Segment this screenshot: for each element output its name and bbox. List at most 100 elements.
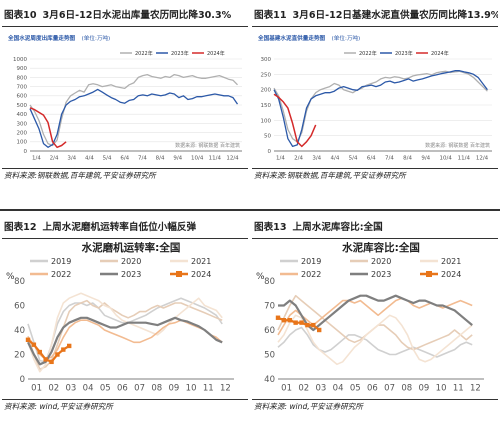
y-tick-label: 50 <box>264 350 275 360</box>
legend-label: 2024 <box>441 270 461 279</box>
panel-header: 图表12 上周水泥磨机运转率自低位小幅反弹 <box>2 218 248 239</box>
x-tick-label: 09 <box>169 384 180 394</box>
x-tick-label: 11/4 <box>209 156 222 162</box>
series-line-2019 <box>27 297 223 363</box>
data-point <box>49 359 54 365</box>
x-tick-label: 09 <box>419 384 430 394</box>
y-tick-label: 50 <box>264 134 271 140</box>
data-point <box>55 352 60 357</box>
source-note: 资料来源: wind,平安证券研究所 <box>252 399 498 414</box>
chart-watermark: 数据来源: 钢联数据 百年建筑 <box>425 142 490 149</box>
panel-title: 上周水泥库容比:全国 <box>292 222 383 233</box>
x-tick-label: 11 <box>203 384 214 394</box>
panel-label: 图表10 <box>4 10 37 21</box>
x-tick-label: 03 <box>316 384 327 394</box>
chart-infra-supply-svg: 全国基建水泥直供量走势图 (单位:万吨) 0 50 100 150 200 250 300 1/4… <box>257 34 492 162</box>
chart-storage-ratio-svg: 水泥库容比:全国% 40 50 60 70 80 01 02 03 04 05 06 07 08 09 10 1… <box>256 241 484 394</box>
series-line-2020 <box>27 299 223 370</box>
y-tick-label: 60 <box>14 301 25 311</box>
series-line-2022 <box>277 297 473 336</box>
legend-label: 2023 <box>371 270 391 279</box>
x-tick-label: 8/4 <box>403 156 412 162</box>
data-point <box>317 327 322 333</box>
x-tick-label: 10/4 <box>440 156 453 162</box>
data-point <box>37 349 42 355</box>
chart-shipment: 全国水泥周度出库量走势图 (单位:万吨) 0 100 200 300 400 500 600 70… <box>2 27 248 168</box>
x-tick-label: 01 <box>31 384 42 394</box>
source-note: 资料来源: wind,平安证券研究所 <box>2 399 248 414</box>
legend-label: 2020 <box>371 257 391 266</box>
series-line-2024年 <box>29 107 67 149</box>
legend-label: 2024年 <box>207 50 225 57</box>
legend-label: 2022 <box>301 270 321 279</box>
x-tick-label: 08 <box>401 384 412 394</box>
y-tick-label: 40 <box>14 326 25 336</box>
x-tick-label: 1/4 <box>32 156 41 162</box>
chart-title: 水泥库容比:全国 <box>341 241 420 254</box>
panel-header: 图表11 3月6日-12日基建水泥直供量农历同比降13.9% <box>252 6 498 27</box>
chart-mill-rate: 水泥磨机运转率:全国% 0 20 40 60 80 01 02 03 04 05 06 07 08 09 10… <box>2 239 248 399</box>
x-tick-label: 05 <box>100 384 111 394</box>
data-point <box>293 320 298 325</box>
y-tick-label: 0 <box>24 149 28 155</box>
x-tick-label: 07 <box>384 384 395 394</box>
panel-infra-supply: 图表11 3月6日-12日基建水泥直供量农历同比降13.9% 全国基建水泥直供量走… <box>252 6 498 183</box>
x-tick-label: 4/4 <box>85 156 94 162</box>
chart-title: 全国水泥周度出库量走势图 <box>7 34 76 42</box>
series-line-2022年 <box>29 73 238 147</box>
series-line-2023 <box>278 294 473 332</box>
x-tick-label: 5/4 <box>103 156 112 162</box>
data-point <box>43 357 48 362</box>
x-tick-label: 07 <box>134 384 145 394</box>
chart-mill-rate-svg: 水泥磨机运转率:全国% 0 20 40 60 80 01 02 03 04 05 06 07 08 09 10… <box>6 241 234 394</box>
data-point <box>281 318 287 323</box>
panel-title: 上周水泥磨机运转率自低位小幅反弹 <box>42 222 197 233</box>
data-point <box>287 318 292 323</box>
x-tick-label: 03 <box>66 384 77 394</box>
data-point <box>61 347 66 352</box>
x-tick-label: 04 <box>83 384 94 394</box>
x-tick-label: 05 <box>350 384 361 394</box>
x-tick-label: 12 <box>470 384 481 394</box>
x-tick-label: 6/4 <box>367 156 376 162</box>
x-tick-label: 02 <box>298 384 309 394</box>
chart-unit: (单位:万吨) <box>82 34 111 42</box>
x-tick-label: 02 <box>48 384 59 394</box>
data-point <box>25 337 31 342</box>
x-tick-label: 2/4 <box>294 156 303 162</box>
y-tick-label: 80 <box>14 277 25 287</box>
y-tick-label: 70 <box>264 301 275 311</box>
series-line-2021 <box>277 314 473 366</box>
y-tick-label: 0 <box>20 375 25 385</box>
x-tick-label: 10 <box>436 384 447 394</box>
chart-infra-supply: 全国基建水泥直供量走势图 (单位:万吨) 0 50 100 150 200 250 300 1/4… <box>252 27 498 168</box>
panel-header: 图表13 上周水泥库容比:全国 <box>252 218 498 239</box>
x-tick-label: 11/4 <box>458 156 471 162</box>
panel-storage-ratio: 图表13 上周水泥库容比:全国 水泥库容比:全国% 40 50 60 70 80 01 02 03… <box>252 218 498 414</box>
legend-label: 2019 <box>301 257 321 266</box>
y-tick-label: 400 <box>17 112 28 118</box>
x-tick-label: 7/4 <box>138 156 147 162</box>
y-tick-label: 1000 <box>13 57 27 63</box>
x-tick-label: 08 <box>151 384 162 394</box>
series-line-2024年 <box>273 93 317 148</box>
x-tick-label: 4/4 <box>331 156 340 162</box>
y-tick-label: 900 <box>17 66 28 72</box>
y-tick-label: 150 <box>261 103 272 109</box>
data-point <box>67 343 72 349</box>
x-tick-label: 8/4 <box>156 156 165 162</box>
legend-label: 2022年 <box>135 50 153 57</box>
x-tick-label: 9/4 <box>173 156 182 162</box>
legend-label: 2019 <box>51 257 71 266</box>
y-tick-label: 60 <box>264 326 275 336</box>
x-tick-label: 7/4 <box>385 156 394 162</box>
x-tick-label: 12 <box>220 384 231 394</box>
legend-label: 2023 <box>121 270 141 279</box>
x-tick-label: 12/4 <box>226 156 239 162</box>
chart-unit: (单位:万吨) <box>332 34 361 42</box>
series-line-2023 <box>27 316 223 366</box>
y-tick-label: 300 <box>261 57 272 63</box>
data-point <box>275 315 281 320</box>
source-note: 资料来源:钢联数据,百年建筑,平安证券研究所 <box>252 168 498 183</box>
